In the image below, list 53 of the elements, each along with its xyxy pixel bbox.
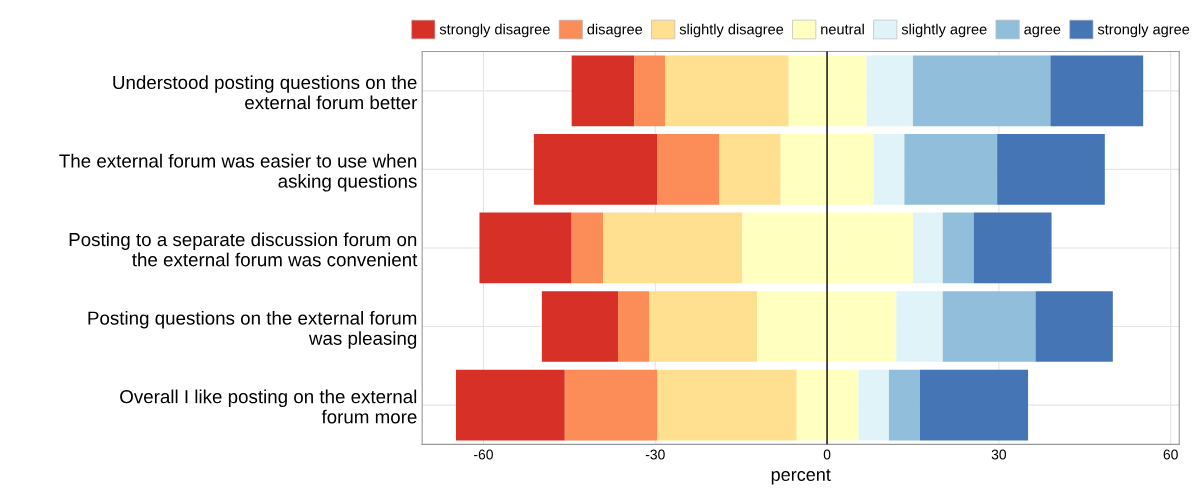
bar xyxy=(634,55,665,127)
bar xyxy=(603,212,743,284)
bar xyxy=(719,134,781,205)
bar xyxy=(788,55,867,127)
legend-label: disagree xyxy=(587,23,643,38)
bar xyxy=(657,369,797,441)
bar xyxy=(973,212,1052,284)
x-tick-label: 60 xyxy=(1163,449,1178,460)
bar xyxy=(912,55,1051,127)
bar xyxy=(1035,291,1113,362)
bar xyxy=(866,55,913,127)
y-tick-label: Overall I like posting on the external forum more xyxy=(120,389,417,424)
legend-label: neutral xyxy=(821,23,864,35)
bar xyxy=(873,134,905,205)
bar xyxy=(757,291,897,362)
bar xyxy=(1050,55,1144,127)
bar xyxy=(896,291,943,362)
bar xyxy=(571,55,635,127)
bar xyxy=(997,134,1105,205)
bar xyxy=(571,212,604,284)
bar xyxy=(942,291,1036,362)
bar xyxy=(479,212,572,284)
x-tick-label: 0 xyxy=(823,449,831,460)
y-tick-label: Understood posting questions on the external forum better xyxy=(113,75,418,110)
bar xyxy=(796,369,859,441)
bar xyxy=(564,369,658,441)
bar xyxy=(742,212,913,284)
bar xyxy=(942,212,974,284)
bar xyxy=(455,369,565,441)
legend-label: strongly disagree xyxy=(439,23,550,38)
legend-label: agree xyxy=(1024,26,1061,38)
bar xyxy=(618,291,650,362)
legend-label: slightly agree xyxy=(901,23,987,38)
y-tick-label: The external forum was easier to use when asking questions xyxy=(59,153,417,192)
bar xyxy=(657,134,720,205)
y-tick-label: Posting questions on the external forum was pleasing xyxy=(88,310,417,349)
bar xyxy=(858,369,889,441)
legend-label: slightly disagree xyxy=(679,23,784,38)
bar xyxy=(904,134,998,205)
y-tick-label: Posting to a separate discussion forum on the external forum was convenient xyxy=(69,232,418,267)
bar xyxy=(888,369,920,441)
bar xyxy=(919,369,1029,441)
x-tick-label: -60 xyxy=(474,449,493,460)
bar xyxy=(912,212,943,284)
bar xyxy=(665,55,789,127)
bar xyxy=(780,134,874,205)
x-tick-label: -30 xyxy=(645,449,665,460)
legend-label: strongly agree xyxy=(1097,23,1190,38)
bar xyxy=(541,291,619,362)
x-tick-label: 30 xyxy=(991,449,1007,460)
x-axis-title: percent xyxy=(771,469,831,485)
bar xyxy=(533,134,658,205)
bar xyxy=(649,291,758,362)
